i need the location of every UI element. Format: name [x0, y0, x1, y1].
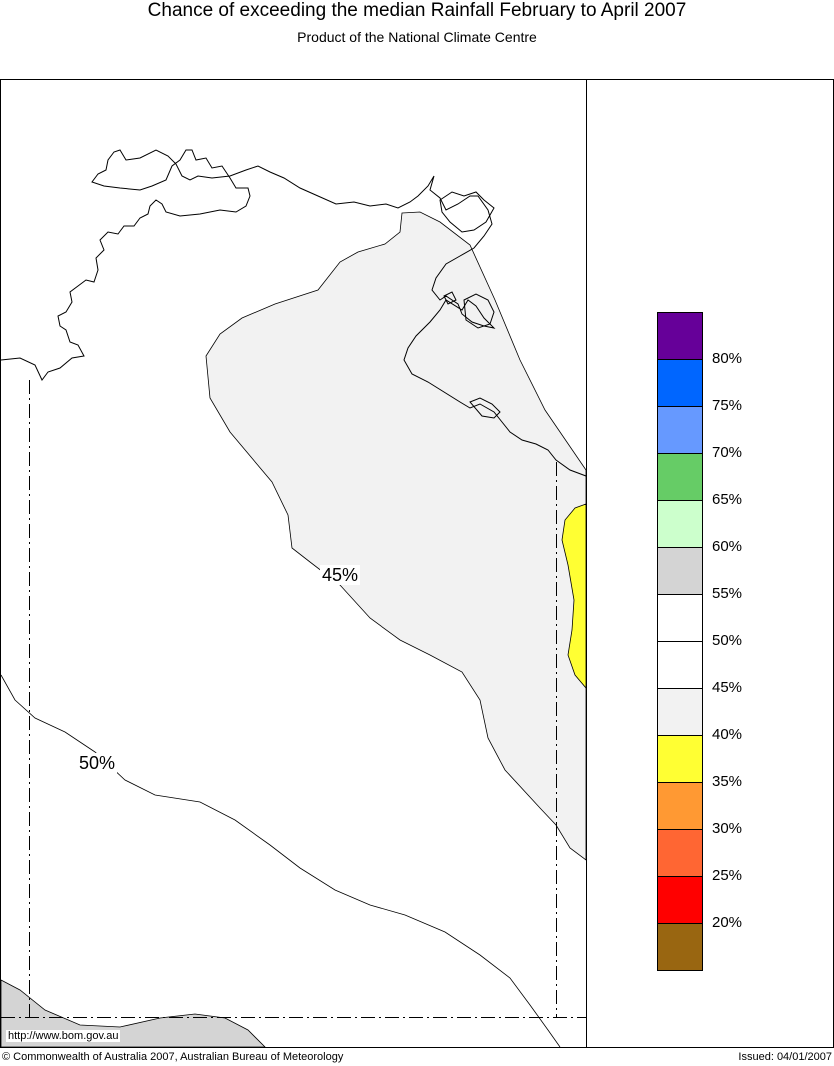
legend-swatch-2 [657, 406, 703, 454]
legend-label-4: 60% [712, 538, 743, 555]
legend-swatch-6 [657, 594, 703, 642]
legend-label-11: 25% [712, 867, 743, 884]
legend-color-bar [657, 312, 703, 971]
legend-swatch-12 [657, 876, 703, 924]
legend-label-0: 80% [712, 350, 743, 367]
legend-label-7: 45% [712, 679, 743, 696]
source-url: http://www.bom.gov.au [6, 1030, 121, 1042]
legend-swatch-9 [657, 735, 703, 783]
contour-label-45: 45% [320, 565, 361, 585]
legend-label-6: 50% [712, 632, 743, 649]
contour-label-50: 50% [77, 753, 118, 773]
legend-label-1: 75% [712, 397, 743, 414]
contour-50 [0, 674, 561, 1048]
legend-swatch-5 [657, 547, 703, 595]
legend-label-9: 35% [712, 773, 743, 790]
island-4 [443, 291, 457, 305]
legend-swatch-3 [657, 453, 703, 501]
legend-swatch-7 [657, 641, 703, 689]
legend-label-10: 30% [712, 820, 743, 837]
legend-swatch-11 [657, 829, 703, 877]
map-title: Chance of exceeding the median Rainfall … [147, 0, 687, 21]
region-35-40 [561, 503, 587, 690]
legend-swatch-8 [657, 688, 703, 736]
map-subtitle: Product of the National Climate Centre [297, 29, 537, 45]
legend-swatch-0 [657, 312, 703, 360]
legend-swatch-10 [657, 782, 703, 830]
issued-date: Issued: 04/01/2007 [738, 1051, 832, 1063]
legend-swatch-1 [657, 359, 703, 407]
coastline [0, 149, 587, 477]
island-3 [469, 397, 501, 419]
island-1 [439, 191, 495, 233]
legend-label-2: 70% [712, 444, 743, 461]
legend-label-12: 20% [712, 914, 743, 931]
legend-swatch-4 [657, 500, 703, 548]
region-40-45 [205, 211, 587, 861]
copyright-text: © Commonwealth of Australia 2007, Austra… [2, 1051, 344, 1063]
legend-label-3: 65% [712, 491, 743, 508]
legend-swatch-13 [657, 923, 703, 971]
island-2 [463, 293, 495, 329]
legend-label-8: 40% [712, 726, 743, 743]
legend-label-5: 55% [712, 585, 743, 602]
